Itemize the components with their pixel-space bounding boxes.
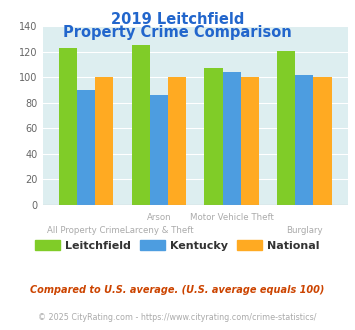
Text: Arson: Arson — [147, 213, 171, 222]
Text: Property Crime Comparison: Property Crime Comparison — [63, 25, 292, 40]
Text: Motor Vehicle Theft: Motor Vehicle Theft — [190, 213, 274, 222]
Text: All Property Crime: All Property Crime — [47, 226, 125, 235]
Bar — [132, 46, 150, 205]
Bar — [313, 77, 332, 205]
Bar — [150, 95, 168, 205]
Bar — [59, 48, 77, 205]
Bar — [204, 68, 223, 205]
Legend: Leitchfield, Kentucky, National: Leitchfield, Kentucky, National — [31, 235, 324, 255]
Text: © 2025 CityRating.com - https://www.cityrating.com/crime-statistics/: © 2025 CityRating.com - https://www.city… — [38, 314, 317, 322]
Bar — [95, 77, 114, 205]
Bar — [223, 72, 241, 205]
Text: Compared to U.S. average. (U.S. average equals 100): Compared to U.S. average. (U.S. average … — [30, 285, 325, 295]
Bar — [168, 77, 186, 205]
Text: 2019 Leitchfield: 2019 Leitchfield — [111, 12, 244, 26]
Bar — [295, 75, 313, 205]
Text: Larceny & Theft: Larceny & Theft — [125, 226, 193, 235]
Bar — [241, 77, 259, 205]
Text: Burglary: Burglary — [286, 226, 323, 235]
Bar — [77, 90, 95, 205]
Bar — [277, 50, 295, 205]
